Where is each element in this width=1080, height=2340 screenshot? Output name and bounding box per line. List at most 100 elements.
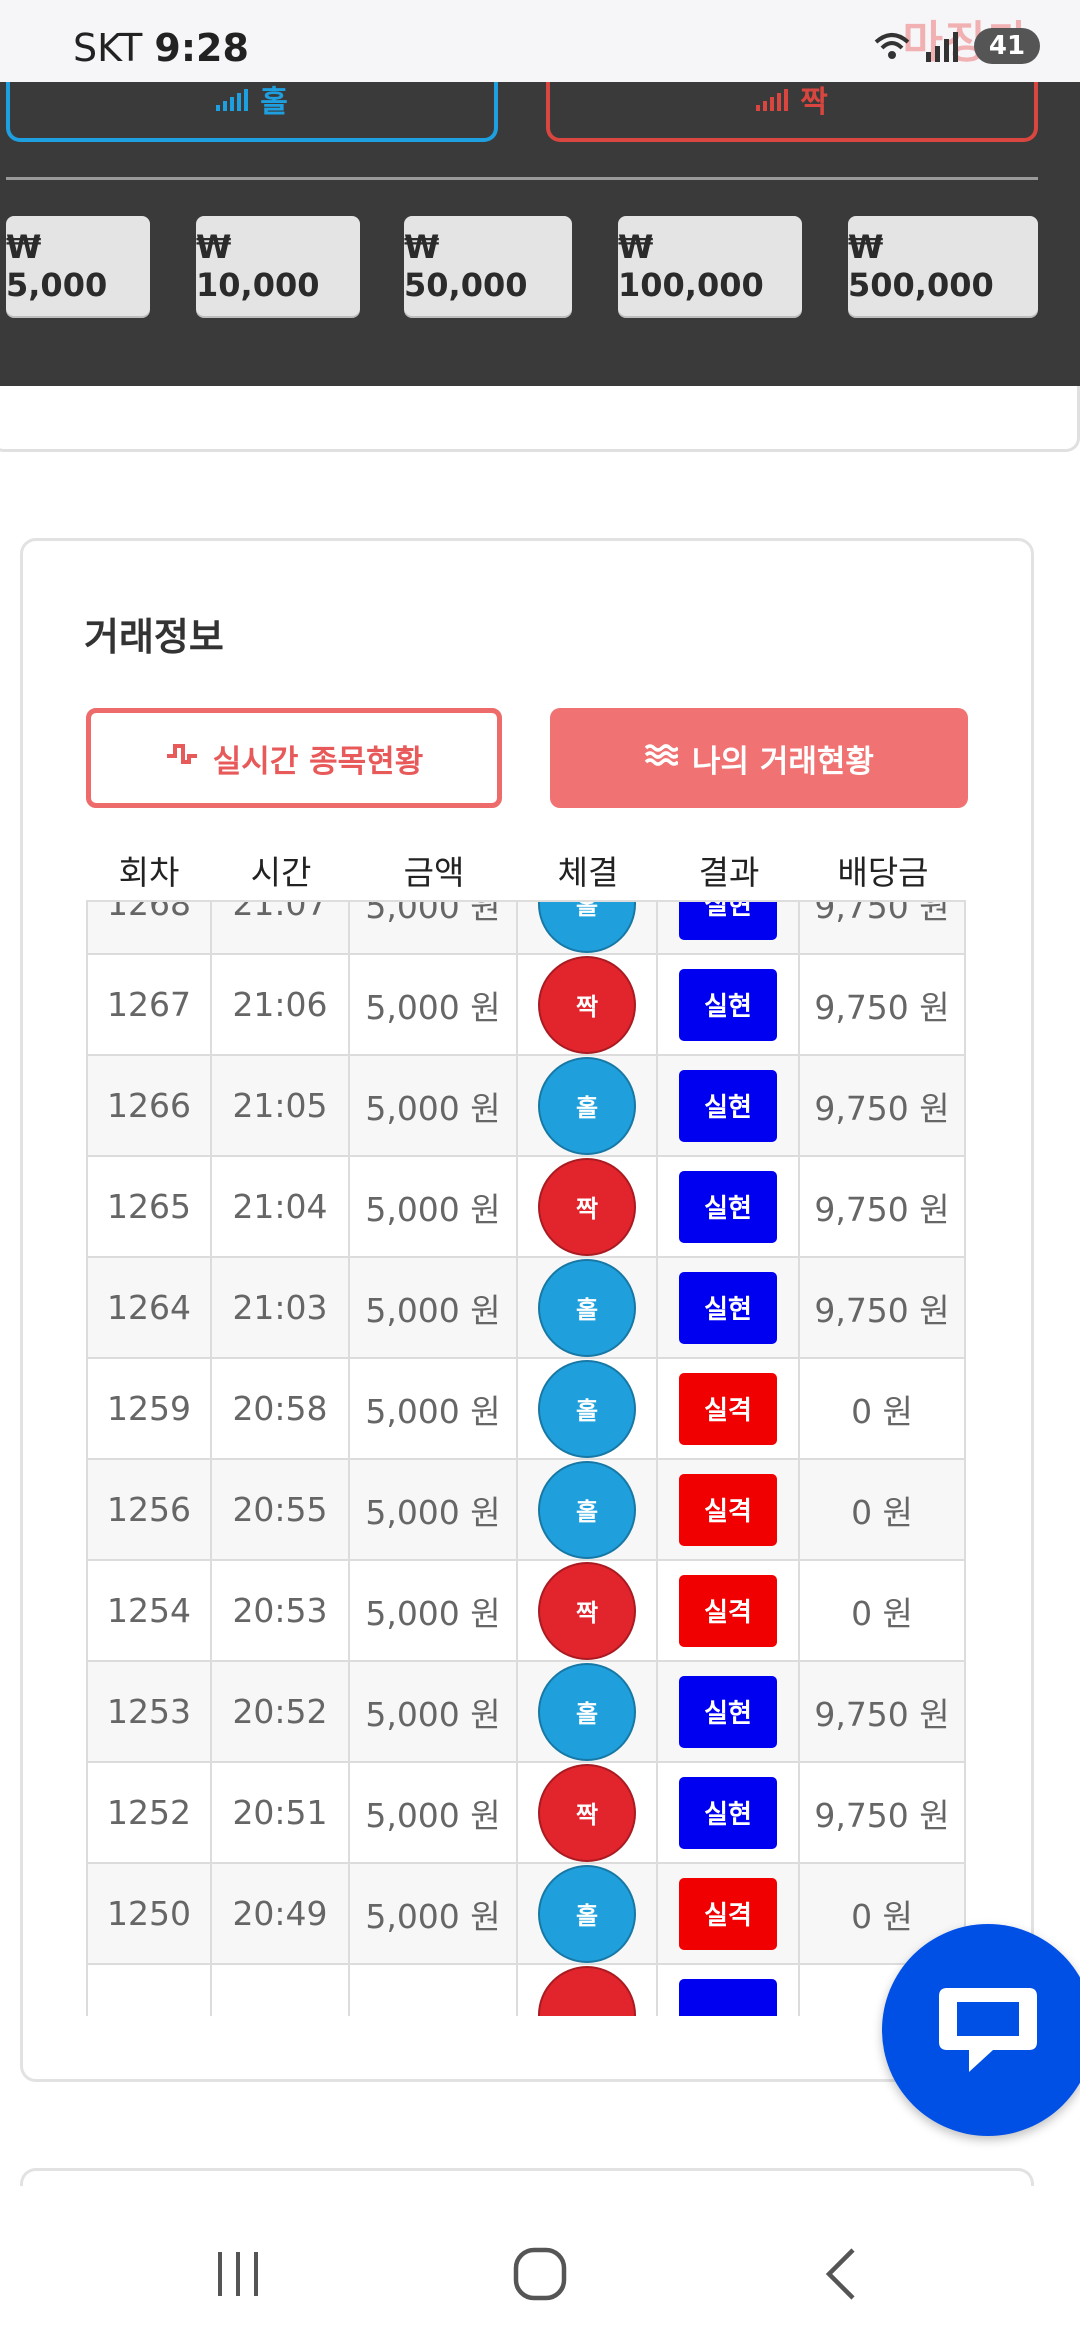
- nav-recent-apps-button[interactable]: [198, 2234, 278, 2314]
- round-cell: 1253: [86, 1662, 212, 1761]
- trade-table-scroll[interactable]: 1268 21:07 5,000 원 홀 실현 9,750 원 1267 21:06 5,000…: [86, 900, 966, 2016]
- odd-bet-label: 홀: [260, 85, 288, 120]
- payout-cell: 0 원: [800, 1460, 966, 1559]
- pick-cell: 짝: [518, 1561, 658, 1660]
- pick-cell: 짝: [518, 1157, 658, 1256]
- amount-cell: 5,000 원: [350, 1864, 518, 1963]
- result-cell: 실격: [658, 1561, 800, 1660]
- pick-cell: 짝: [518, 955, 658, 1054]
- time-cell: 20:49: [212, 1864, 350, 1963]
- time-cell: [212, 1965, 350, 2016]
- amount-button-100000[interactable]: ₩ 100,000: [618, 216, 802, 316]
- pick-ball: 홀: [538, 1359, 636, 1458]
- time-cell: 20:53: [212, 1561, 350, 1660]
- carrier-label: SKT: [73, 26, 143, 70]
- result-badge: 실격: [679, 1877, 777, 1950]
- amount-button-10000[interactable]: ₩ 10,000: [196, 216, 360, 316]
- amount-cell: 5,000 원: [350, 1662, 518, 1761]
- result-cell: 실현: [658, 1763, 800, 1862]
- time-cell: 21:04: [212, 1157, 350, 1256]
- result-badge: 실격: [679, 1473, 777, 1546]
- amount-button-500000[interactable]: ₩ 500,000: [848, 216, 1038, 316]
- result-cell: 실현: [658, 1258, 800, 1357]
- pick-cell: 홀: [518, 1662, 658, 1761]
- system-nav-bar: [0, 2186, 1080, 2340]
- pick-ball: 짝: [538, 955, 636, 1054]
- table-row: 1264 21:03 5,000 원 홀 실현 9,750 원: [86, 1258, 966, 1359]
- chat-bubble-icon: [939, 1988, 1037, 2072]
- round-cell: 1259: [86, 1359, 212, 1458]
- result-cell: [658, 1965, 800, 2016]
- amount-button-5000[interactable]: ₩ 5,000: [6, 216, 150, 316]
- time-cell: 21:07: [212, 902, 350, 953]
- payout-cell: 9,750 원: [800, 1662, 966, 1761]
- pick-cell: 홀: [518, 1258, 658, 1357]
- time-cell: 21:06: [212, 955, 350, 1054]
- round-cell: 1266: [86, 1056, 212, 1155]
- amount-cell: 5,000 원: [350, 1359, 518, 1458]
- payout-cell: 9,750 원: [800, 1763, 966, 1862]
- result-badge: 실현: [679, 1271, 777, 1344]
- amount-cell: 5,000 원: [350, 1561, 518, 1660]
- panel-divider: [6, 177, 1038, 180]
- pick-ball: 홀: [538, 1460, 636, 1559]
- result-cell: 실격: [658, 1359, 800, 1458]
- time-cell: 20:52: [212, 1662, 350, 1761]
- table-row: 1250 20:49 5,000 원 홀 실격 0 원: [86, 1864, 966, 1965]
- amount-cell: [350, 1965, 518, 2016]
- payout-cell: 0 원: [800, 1561, 966, 1660]
- amount-cell: 5,000 원: [350, 1056, 518, 1155]
- pick-cell: 짝: [518, 1763, 658, 1862]
- pick-cell: 홀: [518, 1460, 658, 1559]
- time-cell: 20:58: [212, 1359, 350, 1458]
- table-header: 회차 시간 금액 체결 결과 배당금: [86, 840, 966, 900]
- even-bet-label: 짝: [800, 85, 828, 120]
- signal-bars-icon: [216, 87, 249, 111]
- result-badge: 실현: [679, 902, 777, 940]
- trade-table-body: 1268 21:07 5,000 원 홀 실현 9,750 원 1267 21:06 5,000…: [86, 902, 966, 2016]
- result-cell: 실격: [658, 1460, 800, 1559]
- signal-bars-icon: [756, 87, 789, 111]
- tab-realtime-status[interactable]: 실시간 종목현황: [86, 708, 502, 808]
- tab-my-trades[interactable]: 나의 거래현황: [550, 708, 968, 808]
- chat-button[interactable]: [882, 1924, 1080, 2136]
- time-cell: 21:03: [212, 1258, 350, 1357]
- round-cell: [86, 1965, 212, 2016]
- carrier-time: SKT 9:28: [73, 26, 249, 70]
- round-cell: 1252: [86, 1763, 212, 1862]
- time-cell: 20:51: [212, 1763, 350, 1862]
- col-amount: 금액: [403, 853, 465, 892]
- result-badge: 실격: [679, 1372, 777, 1445]
- payout-cell: 9,750 원: [800, 902, 966, 953]
- status-icons: 41: [872, 28, 1040, 64]
- tab-realtime-label: 실시간 종목현황: [212, 743, 424, 780]
- nav-home-button[interactable]: [500, 2234, 580, 2314]
- payout-cell: 9,750 원: [800, 1157, 966, 1256]
- nav-back-button[interactable]: [802, 2234, 882, 2314]
- pick-ball: 홀: [538, 1056, 636, 1155]
- clock: 9:28: [154, 26, 249, 70]
- table-row: 1268 21:07 5,000 원 홀 실현 9,750 원: [86, 902, 966, 955]
- result-cell: 실현: [658, 1157, 800, 1256]
- table-row: 1254 20:53 5,000 원 짝 실격 0 원: [86, 1561, 966, 1662]
- section-separator: [0, 386, 1080, 452]
- table-row: 1256 20:55 5,000 원 홀 실격 0 원: [86, 1460, 966, 1561]
- result-badge: 실격: [679, 1574, 777, 1647]
- result-badge: 실현: [679, 1675, 777, 1748]
- pick-ball: 짝: [538, 1763, 636, 1862]
- pick-ball: 홀: [538, 1258, 636, 1357]
- table-row: 1259 20:58 5,000 원 홀 실격 0 원: [86, 1359, 966, 1460]
- result-cell: 실현: [658, 1662, 800, 1761]
- result-badge: 실현: [679, 1170, 777, 1243]
- col-payout: 배당금: [837, 853, 929, 892]
- table-row: 1266 21:05 5,000 원 홀 실현 9,750 원: [86, 1056, 966, 1157]
- result-cell: 실현: [658, 955, 800, 1054]
- payout-cell: 9,750 원: [800, 1258, 966, 1357]
- waves-icon: [644, 740, 680, 776]
- amount-button-50000[interactable]: ₩ 50,000: [404, 216, 572, 316]
- battery-indicator: 41: [974, 28, 1040, 64]
- signal-icon: [926, 32, 958, 62]
- wifi-icon: [874, 33, 910, 59]
- payout-cell: 0 원: [800, 1864, 966, 1963]
- round-cell: 1256: [86, 1460, 212, 1559]
